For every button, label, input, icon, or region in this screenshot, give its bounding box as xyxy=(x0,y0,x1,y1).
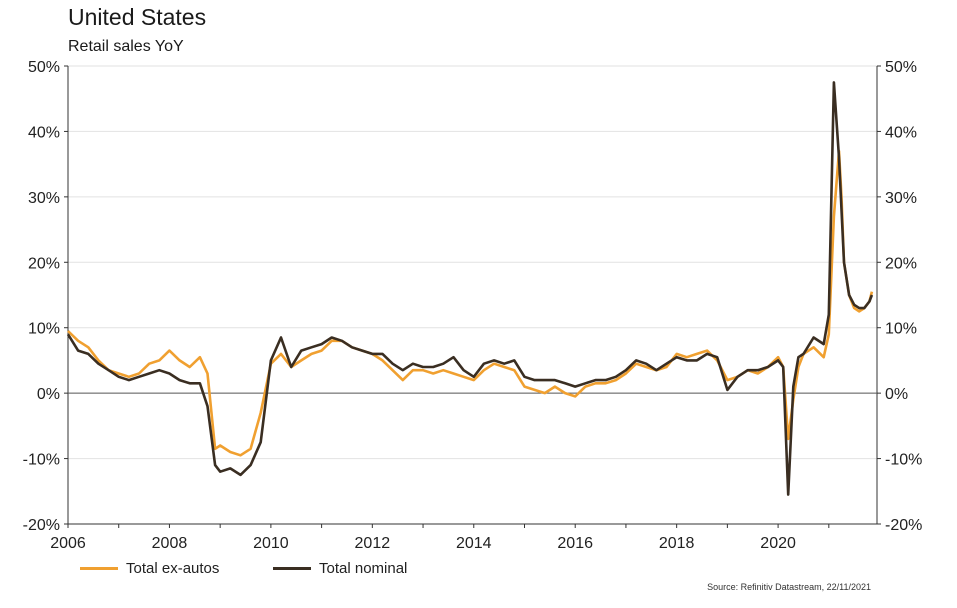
y-tick-label-left-3: 10% xyxy=(28,321,60,338)
y-tick-label-right-5: 30% xyxy=(885,190,917,207)
x-tick-label-1: 2008 xyxy=(152,535,188,552)
y-tick-label-right-4: 20% xyxy=(885,255,917,272)
x-tick-label-0: 2006 xyxy=(50,535,86,552)
x-tick-label-3: 2012 xyxy=(355,535,391,552)
legend-label-ex-autos: Total ex-autos xyxy=(126,560,220,577)
legend-swatch-ex-autos xyxy=(80,567,118,570)
y-tick-label-left-7: 50% xyxy=(28,59,60,76)
x-tick-label-4: 2014 xyxy=(456,535,492,552)
y-tick-label-right-1: -10% xyxy=(885,452,922,469)
y-tick-label-right-0: -20% xyxy=(885,517,922,534)
y-tick-label-right-6: 40% xyxy=(885,124,917,141)
x-tick-label-5: 2016 xyxy=(557,535,593,552)
y-tick-label-left-6: 40% xyxy=(28,124,60,141)
y-tick-label-left-0: -20% xyxy=(23,517,60,534)
x-tick-label-6: 2018 xyxy=(659,535,695,552)
legend-item-nominal: Total nominal xyxy=(273,560,407,577)
y-tick-label-left-4: 20% xyxy=(28,255,60,272)
legend-label-nominal: Total nominal xyxy=(319,560,408,577)
x-tick-label-7: 2020 xyxy=(760,535,796,552)
y-tick-label-right-2: 0% xyxy=(885,386,908,403)
chart-title: United States xyxy=(68,4,207,30)
x-tick-label-2: 2010 xyxy=(253,535,289,552)
y-tick-label-right-3: 10% xyxy=(885,321,917,338)
y-tick-label-left-1: -10% xyxy=(23,452,60,469)
legend-swatch-nominal xyxy=(273,567,311,570)
y-tick-label-left-2: 0% xyxy=(37,386,60,403)
series-line-nominal xyxy=(66,81,874,496)
y-tick-label-left-5: 30% xyxy=(28,190,60,207)
y-tick-label-right-7: 50% xyxy=(885,59,917,76)
chart-subtitle: Retail sales YoY xyxy=(68,38,184,55)
legend-item-ex-autos: Total ex-autos xyxy=(80,560,219,577)
source-note: Source: Refinitiv Datastream, 22/11/2021 xyxy=(707,582,871,592)
